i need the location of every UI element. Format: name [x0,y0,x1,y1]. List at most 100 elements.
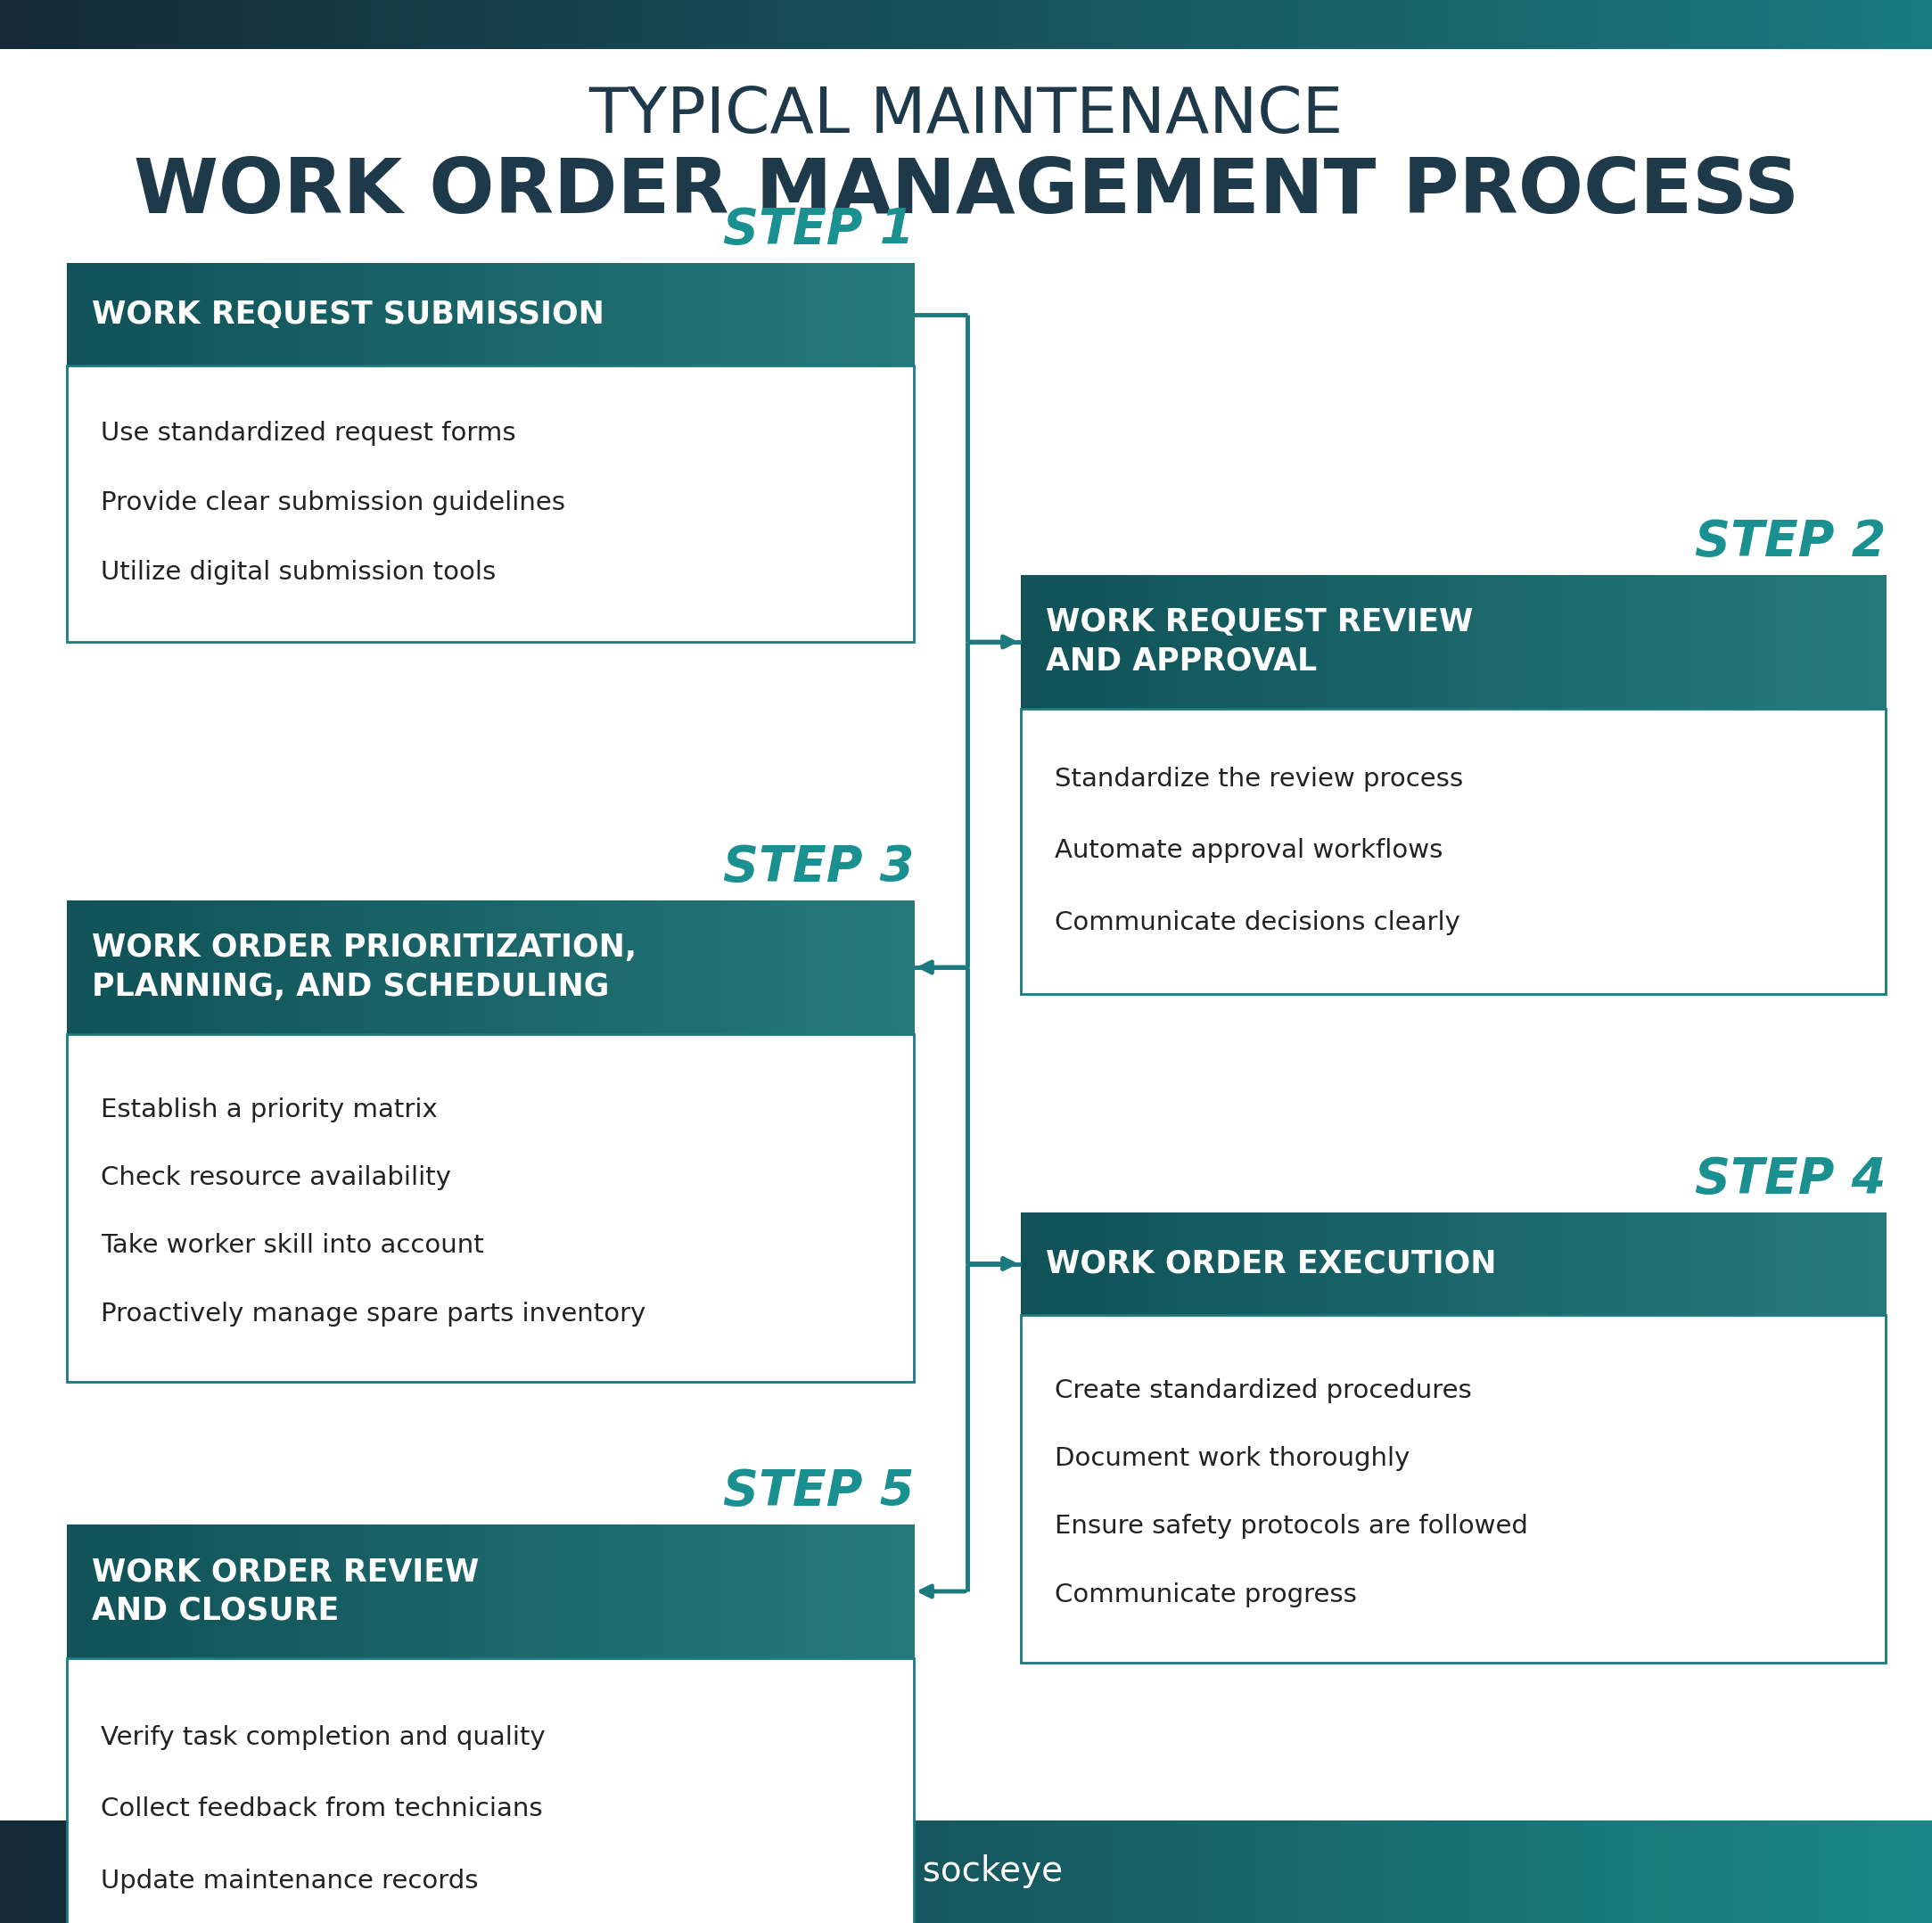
Bar [667,0,676,48]
Bar [618,0,628,48]
Bar [607,263,618,365]
Bar [1399,1213,1410,1315]
Bar [172,263,184,365]
Bar [1648,575,1660,710]
Bar [821,0,831,48]
Bar [493,1821,502,1923]
Bar [1756,575,1768,710]
Bar [1702,1213,1714,1315]
Bar [354,1525,365,1658]
Bar [99,263,110,365]
Bar [1745,575,1756,710]
Bar [1020,1315,1886,1663]
Bar [522,900,533,1035]
Bar [77,0,87,48]
Bar [120,1525,131,1658]
Bar [802,1821,811,1923]
Bar [1304,0,1314,48]
Bar [580,1821,589,1923]
Bar [1690,575,1702,710]
Bar [512,1525,524,1658]
Bar [1101,1821,1111,1923]
Bar [363,900,375,1035]
Bar [1072,1821,1082,1923]
Bar [406,0,415,48]
Bar [609,0,618,48]
Bar [1735,1213,1747,1315]
Bar [242,1821,251,1923]
Bar [543,900,554,1035]
Bar [680,900,692,1035]
Bar [1420,575,1432,710]
Text: Provide clear submission guidelines: Provide clear submission guidelines [100,490,566,515]
Bar [840,0,850,48]
Bar [1864,1821,1874,1923]
Bar [1690,0,1700,48]
Bar [437,1525,448,1658]
Bar [1378,1213,1389,1315]
Bar [937,1821,947,1923]
Bar [247,900,259,1035]
Bar [686,0,696,48]
Bar [1043,0,1053,48]
Bar [1399,575,1410,710]
Bar [554,900,566,1035]
Bar [995,0,1005,48]
Bar [869,0,879,48]
Bar [89,1525,100,1658]
Bar [299,1821,309,1923]
Bar [1092,0,1101,48]
Bar [1519,1213,1530,1315]
Bar [164,1821,174,1923]
Bar [116,1821,126,1923]
Bar [106,0,116,48]
Bar [1845,1821,1855,1923]
Bar [696,0,705,48]
Bar [1258,1213,1271,1315]
Bar [437,900,448,1035]
Bar [415,0,425,48]
Bar [744,0,753,48]
Bar [753,0,763,48]
Bar [1366,575,1378,710]
Bar [734,1821,744,1923]
Bar [808,900,819,1035]
Bar [1323,0,1333,48]
Bar [533,263,545,365]
Bar [1281,1213,1293,1315]
Bar [110,900,120,1035]
Bar [261,1821,270,1923]
Bar [898,1821,908,1923]
Bar [1575,0,1584,48]
Bar [1034,1821,1043,1923]
Bar [1528,575,1540,710]
Bar [126,1821,135,1923]
Bar [734,1525,746,1658]
Bar [354,900,365,1035]
Bar [564,263,576,365]
Bar [512,900,524,1035]
Bar [1748,0,1758,48]
Bar [270,0,280,48]
Bar [1294,0,1304,48]
Bar [1551,575,1563,710]
Bar [29,0,39,48]
Bar [1053,0,1063,48]
Bar [479,263,491,365]
Bar [1107,575,1119,710]
Bar [1816,1821,1826,1923]
Bar [1291,1213,1302,1315]
Bar [1265,1821,1275,1923]
Bar [840,1821,850,1923]
Bar [1843,1213,1855,1315]
Bar [1575,1821,1584,1923]
Bar [205,900,216,1035]
Bar [1623,1821,1633,1923]
Bar [454,0,464,48]
Bar [1478,0,1488,48]
Bar [811,1821,821,1923]
Bar [1343,1821,1352,1923]
Bar [879,0,889,48]
Bar [1443,1213,1455,1315]
Bar [145,0,155,48]
